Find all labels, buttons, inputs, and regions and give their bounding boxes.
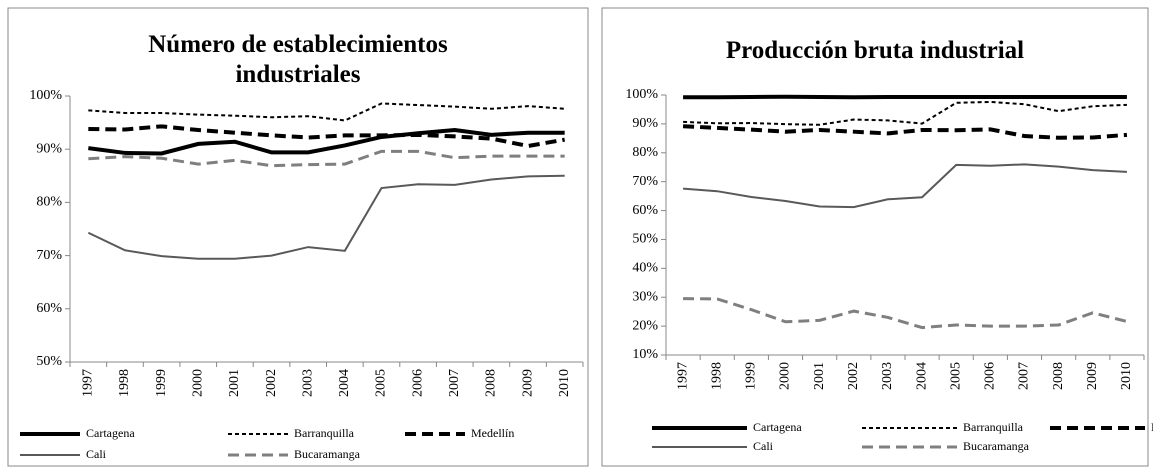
y-tick-label: 20% xyxy=(632,318,658,333)
y-tick-label: 100% xyxy=(29,88,62,103)
y-tick-label: 30% xyxy=(632,289,658,304)
x-tick-label: 1997 xyxy=(675,362,690,390)
x-tick-label: 2007 xyxy=(1017,362,1032,390)
x-tick-label: 2003 xyxy=(880,362,895,390)
x-tick-label: 1998 xyxy=(117,369,132,397)
x-tick-label: 1999 xyxy=(154,369,169,397)
legend-label: Medellín xyxy=(1151,420,1153,434)
y-tick-label: 80% xyxy=(36,195,62,210)
x-tick-label: 2000 xyxy=(778,362,793,390)
y-tick-label: 80% xyxy=(632,145,658,160)
x-tick-label: 1997 xyxy=(81,369,96,397)
chart-title: Número de establecimientos industriales xyxy=(148,31,448,88)
y-tick-label: 50% xyxy=(36,354,62,369)
y-tick-label: 90% xyxy=(36,141,62,156)
y-tick-label: 70% xyxy=(36,248,62,263)
x-tick-label: 2010 xyxy=(557,369,572,397)
legend-label: Bucaramanga xyxy=(294,447,361,461)
title-box: Número de establecimientos industriales xyxy=(148,31,448,88)
x-tick-label: 2004 xyxy=(337,369,352,397)
x-tick-label: 2004 xyxy=(914,362,929,390)
legend-label: Cali xyxy=(86,447,107,461)
y-tick-label: 60% xyxy=(36,301,62,316)
legend-label: Cartagena xyxy=(753,420,802,434)
chart-title: Producción bruta industrial xyxy=(725,37,1025,64)
x-tick-label: 2001 xyxy=(812,362,827,390)
x-tick-label: 2001 xyxy=(227,369,242,397)
x-tick-label: 2007 xyxy=(447,369,462,397)
y-tick-label: 40% xyxy=(632,261,658,276)
data-line xyxy=(683,94,1127,100)
title-box: Producción bruta industrial xyxy=(725,37,1025,64)
legend-label: Barranquilla xyxy=(963,420,1024,434)
data-line xyxy=(88,149,565,168)
data-line xyxy=(87,174,565,260)
x-tick-label: 2006 xyxy=(410,369,425,397)
chart-frame xyxy=(7,7,589,467)
y-tick-label: 90% xyxy=(632,116,658,131)
legend-label: Bucaramanga xyxy=(963,439,1030,453)
chart-frame xyxy=(601,7,1149,467)
legend-label: Barranquilla xyxy=(294,426,355,440)
data-line xyxy=(88,102,565,122)
y-tick-label: 60% xyxy=(632,203,658,218)
x-tick-label: 2002 xyxy=(264,369,279,397)
x-tick-label: 2008 xyxy=(1051,362,1066,390)
y-tick-label: 100% xyxy=(625,87,658,102)
y-tick-label: 10% xyxy=(632,347,658,362)
x-tick-label: 1998 xyxy=(709,362,724,390)
data-line xyxy=(88,128,565,156)
x-tick-label: 2009 xyxy=(520,369,535,397)
data-line xyxy=(682,163,1127,209)
legend-label: Cali xyxy=(753,439,774,453)
x-tick-label: 2010 xyxy=(1119,362,1134,390)
x-tick-label: 2005 xyxy=(374,369,389,397)
x-tick-label: 2009 xyxy=(1085,362,1100,390)
data-line xyxy=(88,124,566,149)
x-tick-label: 2003 xyxy=(300,369,315,397)
x-tick-label: 2002 xyxy=(846,362,861,390)
legend-label: Cartagena xyxy=(86,426,135,440)
x-tick-label: 2000 xyxy=(190,369,205,397)
x-tick-label: 2006 xyxy=(983,362,998,390)
legend-label: Medellín xyxy=(471,426,514,440)
x-tick-label: 2008 xyxy=(484,369,499,397)
data-line xyxy=(682,124,1128,140)
y-tick-label: 70% xyxy=(632,174,658,189)
y-tick-label: 50% xyxy=(632,232,658,247)
x-tick-label: 2005 xyxy=(948,362,963,390)
data-line xyxy=(683,297,1128,330)
x-tick-label: 1999 xyxy=(744,362,759,390)
